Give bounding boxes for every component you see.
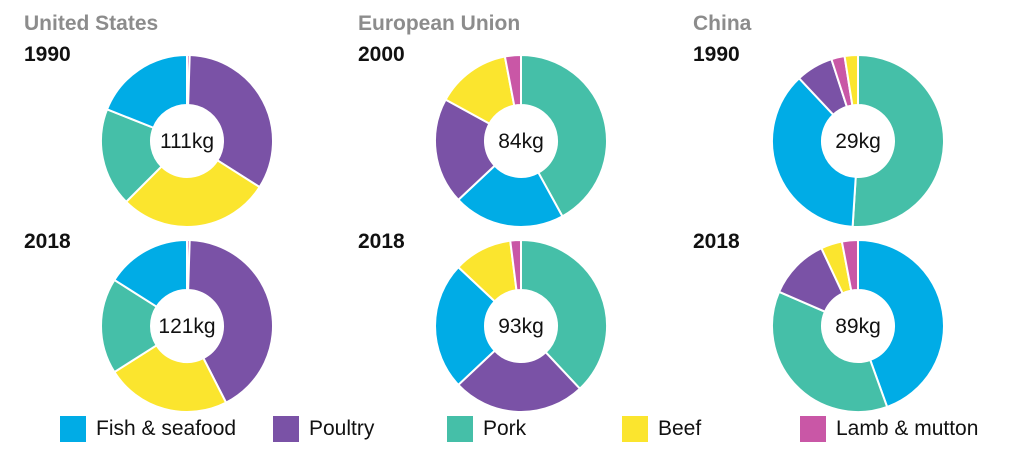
legend-label-lamb-mutton: Lamb & mutton: [836, 417, 979, 440]
total-label: 84kg: [498, 130, 544, 153]
donut-chart-us-1990: 111kg: [97, 51, 277, 231]
region-title-eu: European Union: [358, 12, 521, 35]
legend: Fish & seafood Poultry Pork Beef Lamb & …: [0, 412, 1014, 448]
slice-beef: [125, 159, 261, 228]
donut-svg: 84kg: [434, 54, 608, 228]
legend-swatch-pork: [447, 416, 473, 442]
year-label-eu-2000: 2000: [358, 43, 405, 66]
legend-label-fish-seafood: Fish & seafood: [96, 417, 237, 440]
slice-pork: [851, 54, 945, 228]
total-label: 93kg: [498, 315, 544, 338]
year-label-china-2018: 2018: [693, 230, 740, 253]
legend-item-lamb-mutton: Lamb & mutton: [800, 412, 978, 446]
slice-fish-seafood: [106, 54, 188, 129]
total-label: 111kg: [160, 130, 214, 153]
legend-item-beef: Beef: [622, 412, 701, 446]
legend-swatch-lamb-mutton: [800, 416, 826, 442]
slice-poultry: [187, 239, 274, 404]
year-label-china-1990: 1990: [693, 43, 740, 66]
donut-chart-china-1990: 29kg: [768, 51, 948, 231]
legend-swatch-beef: [622, 416, 648, 442]
donut-svg: 89kg: [771, 239, 945, 413]
slice-fish-seafood: [771, 77, 857, 228]
legend-label-pork: Pork: [483, 417, 527, 440]
year-label-us-1990: 1990: [24, 43, 71, 66]
legend-swatch-poultry: [273, 416, 299, 442]
slice-lamb-mutton: [840, 239, 859, 292]
slice-lamb-mutton: [509, 239, 522, 292]
slice-fish-seafood: [857, 239, 945, 408]
legend-item-pork: Pork: [447, 412, 526, 446]
slice-poultry: [457, 349, 581, 413]
legend-swatch-fish-seafood: [60, 416, 86, 442]
region-title-china: China: [693, 12, 752, 35]
slice-fish-seafood: [434, 266, 496, 386]
donut-svg: 29kg: [771, 54, 945, 228]
legend-label-poultry: Poultry: [309, 417, 375, 440]
slice-lamb-mutton: [503, 54, 522, 107]
donut-svg: 111kg: [100, 54, 274, 228]
total-label: 89kg: [835, 315, 881, 338]
region-title-us: United States: [24, 12, 159, 35]
legend-item-poultry: Poultry: [273, 412, 374, 446]
year-label-eu-2018: 2018: [358, 230, 405, 253]
donut-chart-us-2018: 121kg: [97, 236, 277, 416]
year-label-us-2018: 2018: [24, 230, 71, 253]
slice-pork: [520, 239, 608, 390]
total-label: 29kg: [835, 130, 881, 153]
slice-pork: [520, 54, 608, 218]
donut-svg: 121kg: [100, 239, 274, 413]
slice-pork: [771, 290, 889, 413]
slice-fish-seafood: [113, 239, 188, 308]
slice-poultry: [187, 54, 274, 189]
slice-beef: [113, 344, 228, 413]
slice-beef: [843, 54, 859, 107]
donut-svg: 93kg: [434, 239, 608, 413]
slice-fish-seafood: [457, 164, 564, 228]
total-label: 121kg: [158, 315, 215, 338]
legend-item-fish-seafood: Fish & seafood: [60, 412, 236, 446]
donut-chart-eu-2000: 84kg: [431, 51, 611, 231]
legend-label-beef: Beef: [658, 417, 702, 440]
donut-chart-china-2018: 89kg: [768, 236, 948, 416]
donut-chart-eu-2018: 93kg: [431, 236, 611, 416]
